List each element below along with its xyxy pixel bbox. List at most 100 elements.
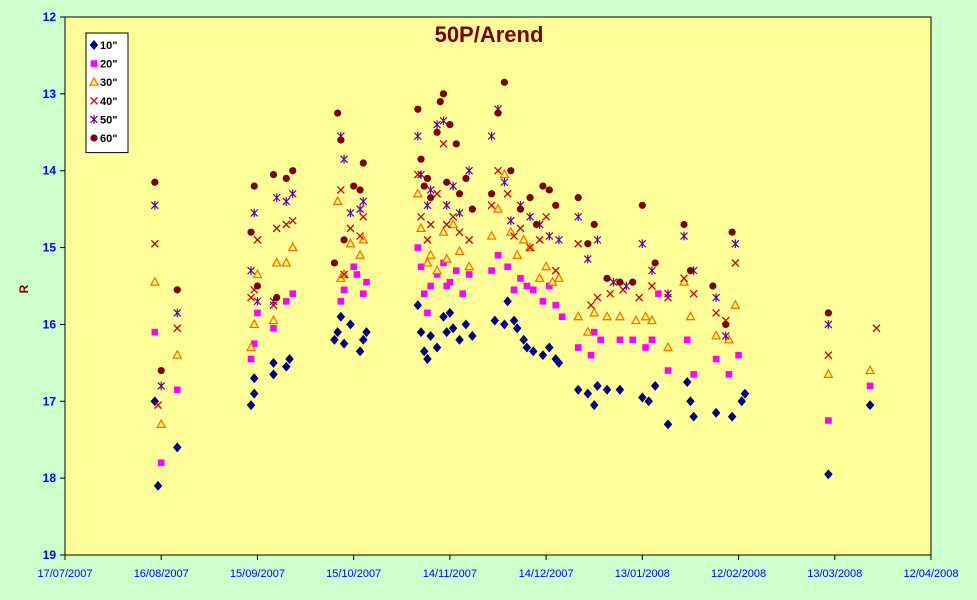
data-point-series-2	[664, 367, 672, 374]
data-point-series-4	[247, 293, 255, 302]
y-tick-label: 16	[43, 317, 57, 331]
data-point-series-6	[173, 286, 181, 294]
data-point-series-2	[517, 275, 524, 282]
data-point-series-1	[865, 400, 875, 411]
data-point-series-2	[629, 336, 637, 344]
data-point-series-1	[246, 400, 256, 411]
data-point-series-2	[270, 324, 277, 332]
data-point-series-5	[426, 185, 435, 195]
data-point-series-2	[420, 290, 428, 297]
data-point-series-1	[285, 354, 294, 364]
data-point-series-1	[333, 327, 342, 338]
data-point-series-6	[709, 282, 717, 290]
data-point-series-4	[535, 235, 544, 244]
data-point-series-6	[507, 167, 515, 175]
data-point-series-4	[340, 270, 349, 279]
x-axis: 17/07/2007 16/08/2007 15/09/2007 15/10/2007…	[37, 555, 959, 580]
data-point-series-1	[448, 323, 458, 334]
data-point-series-4	[872, 324, 881, 333]
data-point-series-3	[492, 203, 504, 213]
data-point-series-6	[253, 282, 262, 290]
data-point-series-4	[689, 289, 698, 298]
data-point-series-3	[422, 257, 433, 267]
data-point-series-6	[417, 155, 425, 163]
data-point-series-6	[151, 178, 159, 186]
legend-label: 20"	[100, 59, 117, 71]
data-point-series-4	[154, 401, 162, 410]
data-point-series-6	[526, 194, 534, 202]
data-point-series-3	[553, 272, 564, 282]
data-point-series-1	[589, 400, 599, 411]
data-point-series-2	[616, 336, 624, 344]
data-point-series-4	[272, 224, 281, 233]
data-point-series-2	[590, 328, 598, 336]
data-point-series-4	[426, 220, 435, 229]
legend-label: 40"	[100, 96, 117, 108]
data-point-series-3	[268, 314, 279, 325]
data-point-series-2	[337, 298, 345, 305]
data-point-series-2	[350, 263, 357, 271]
data-point-series-6	[638, 201, 646, 209]
data-point-series-4	[288, 216, 297, 225]
data-point-series-3	[172, 349, 183, 359]
data-point-series-5	[664, 289, 672, 298]
data-point-series-4	[680, 274, 688, 283]
legend-marker-2	[90, 60, 98, 67]
data-point-series-3	[582, 326, 593, 336]
data-point-series-5	[593, 235, 602, 245]
data-point-series-3	[541, 261, 552, 271]
y-tick-label: 15	[43, 241, 57, 255]
data-point-series-1	[638, 392, 647, 403]
data-point-series-5	[346, 208, 355, 218]
data-point-series-6	[289, 167, 297, 175]
data-point-series-4	[487, 201, 496, 210]
legend-label: 30"	[100, 77, 117, 89]
data-point-series-6	[584, 240, 592, 248]
data-point-series-6	[420, 182, 428, 190]
data-point-series-3	[249, 318, 260, 329]
data-point-series-2	[712, 355, 720, 363]
data-point-series-5	[282, 197, 291, 206]
data-point-series-2	[574, 344, 582, 351]
data-point-series-3	[602, 311, 613, 321]
data-point-series-4	[465, 235, 474, 244]
data-point-series-5	[157, 381, 166, 391]
data-point-series-3	[345, 238, 356, 248]
data-point-series-6	[552, 201, 560, 209]
data-point-series-4	[593, 293, 602, 302]
data-point-series-6	[359, 159, 367, 167]
data-point-series-5	[731, 239, 740, 249]
data-point-series-2	[427, 282, 434, 290]
y-tick-label: 17	[43, 394, 57, 408]
data-point-series-4	[346, 224, 355, 233]
data-point-series-3	[534, 272, 545, 282]
data-point-series-4	[455, 228, 464, 237]
data-point-series-5	[359, 197, 368, 206]
data-point-series-1	[282, 361, 291, 372]
data-point-series-4	[413, 170, 422, 179]
data-point-series-3	[573, 311, 584, 321]
data-point-series-2	[173, 386, 181, 394]
data-point-series-5	[253, 297, 262, 306]
data-point-series-2	[283, 298, 290, 305]
data-point-series-2	[459, 290, 467, 297]
data-point-series-2	[510, 286, 518, 294]
data-point-series-6	[651, 259, 659, 267]
x-tick-label: 16/08/2007	[134, 568, 189, 580]
data-point-series-2	[359, 290, 367, 297]
data-point-series-6	[462, 174, 470, 182]
data-point-series-6	[433, 128, 441, 136]
data-point-series-3	[499, 168, 510, 179]
legend-marker-4	[90, 96, 98, 105]
data-point-series-5	[356, 204, 365, 214]
data-point-series-5	[150, 201, 159, 210]
data-point-series-2	[446, 278, 454, 286]
data-point-series-1	[644, 396, 654, 407]
data-point-series-3	[252, 268, 263, 279]
x-tick-label: 12/04/2008	[903, 568, 958, 580]
legend-label: 10"	[100, 40, 117, 52]
data-point-series-4	[150, 239, 159, 248]
data-point-series-5	[712, 293, 721, 302]
data-point-series-5	[721, 331, 730, 341]
data-point-series-3	[589, 307, 600, 317]
